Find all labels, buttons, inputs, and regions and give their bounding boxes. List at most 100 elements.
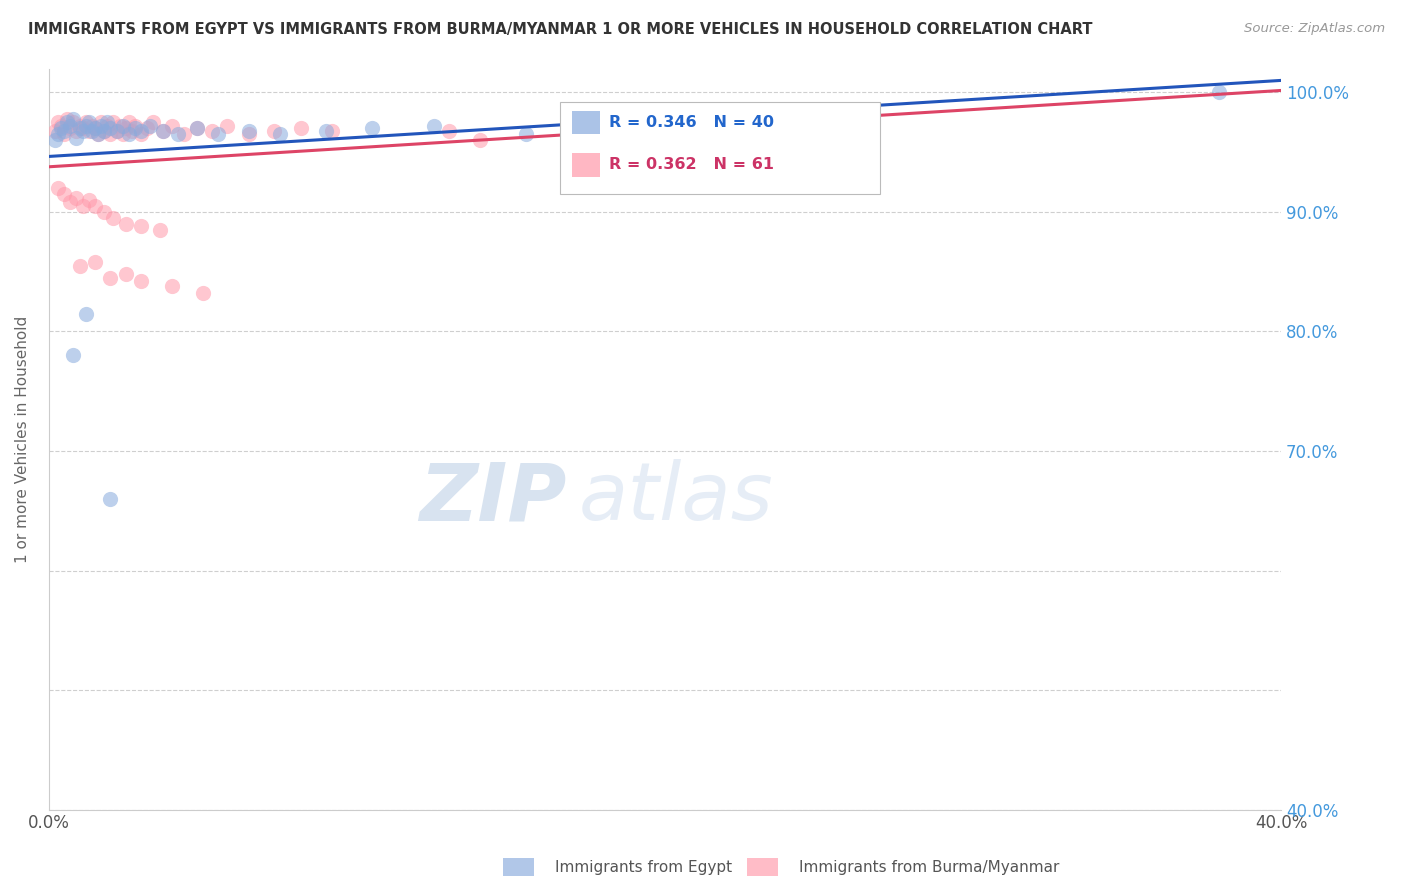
Point — [87, 128, 110, 142]
Point — [75, 115, 97, 129]
Point — [69, 121, 91, 136]
Point — [136, 121, 159, 136]
Y-axis label: 1 or more Vehicles in Household: 1 or more Vehicles in Household — [15, 316, 30, 563]
Point — [103, 115, 125, 129]
Point — [80, 119, 103, 133]
Point — [108, 119, 131, 133]
Point — [124, 119, 146, 133]
Point — [290, 121, 312, 136]
Point — [321, 123, 343, 137]
Point — [44, 123, 66, 137]
Point — [238, 123, 260, 137]
Point — [207, 128, 229, 142]
Point — [75, 119, 97, 133]
Point — [90, 119, 112, 133]
Point — [87, 128, 110, 142]
Point — [423, 119, 446, 133]
Point — [124, 121, 146, 136]
Point — [53, 128, 76, 142]
Point — [62, 112, 84, 126]
Point — [98, 491, 121, 506]
Point — [238, 128, 260, 142]
Point — [160, 119, 183, 133]
Point — [49, 121, 72, 136]
Point — [93, 123, 115, 137]
Point — [49, 119, 72, 133]
Point — [149, 223, 172, 237]
Point — [160, 279, 183, 293]
Point — [59, 119, 82, 133]
Point — [65, 123, 87, 137]
Point — [53, 123, 76, 137]
Point — [59, 195, 82, 210]
Point — [173, 128, 195, 142]
FancyBboxPatch shape — [572, 111, 599, 135]
Point — [186, 121, 208, 136]
Point — [56, 112, 79, 126]
Point — [72, 123, 94, 137]
Point — [77, 123, 100, 137]
Text: IMMIGRANTS FROM EGYPT VS IMMIGRANTS FROM BURMA/MYANMAR 1 OR MORE VEHICLES IN HOU: IMMIGRANTS FROM EGYPT VS IMMIGRANTS FROM… — [28, 22, 1092, 37]
Point — [152, 123, 174, 137]
Point — [93, 205, 115, 219]
Point — [191, 286, 214, 301]
Point — [118, 128, 141, 142]
Point — [65, 131, 87, 145]
Point — [121, 123, 143, 137]
Point — [111, 128, 134, 142]
Point — [80, 123, 103, 137]
Point — [515, 128, 537, 142]
Point — [263, 123, 285, 137]
Text: R = 0.362   N = 61: R = 0.362 N = 61 — [609, 157, 775, 172]
Point — [77, 115, 100, 129]
Point — [59, 121, 82, 136]
FancyBboxPatch shape — [572, 153, 599, 177]
Point — [62, 348, 84, 362]
Point — [361, 121, 384, 136]
Point — [75, 306, 97, 320]
Point — [468, 133, 491, 147]
Point — [53, 187, 76, 202]
Point — [103, 211, 125, 225]
Point — [111, 119, 134, 133]
Point — [114, 267, 136, 281]
Text: Immigrants from Burma/Myanmar: Immigrants from Burma/Myanmar — [799, 860, 1059, 874]
Point — [44, 133, 66, 147]
Point — [46, 128, 69, 142]
Point — [152, 123, 174, 137]
FancyBboxPatch shape — [560, 102, 880, 194]
Point — [129, 123, 152, 137]
Point — [96, 115, 118, 129]
Point — [269, 128, 291, 142]
Point — [98, 121, 121, 136]
Point — [118, 115, 141, 129]
Point — [1208, 86, 1230, 100]
Point — [90, 115, 112, 129]
Point — [129, 274, 152, 288]
Point — [46, 115, 69, 129]
Point — [84, 199, 107, 213]
Point — [62, 115, 84, 129]
Point — [93, 123, 115, 137]
Point — [69, 119, 91, 133]
Text: ZIP: ZIP — [419, 459, 567, 537]
Point — [142, 115, 165, 129]
Point — [114, 217, 136, 231]
Point — [72, 199, 94, 213]
Point — [167, 128, 190, 142]
Point — [105, 123, 128, 137]
Point — [105, 123, 128, 137]
Point — [315, 123, 337, 137]
Point — [98, 128, 121, 142]
Text: atlas: atlas — [579, 459, 773, 537]
Point — [84, 121, 107, 136]
Point — [98, 270, 121, 285]
Point — [129, 219, 152, 234]
Text: R = 0.346   N = 40: R = 0.346 N = 40 — [609, 115, 775, 130]
Point — [561, 123, 583, 137]
Text: Immigrants from Egypt: Immigrants from Egypt — [555, 860, 733, 874]
Point — [77, 193, 100, 207]
Point — [439, 123, 461, 137]
Point — [46, 181, 69, 195]
Point — [114, 121, 136, 136]
